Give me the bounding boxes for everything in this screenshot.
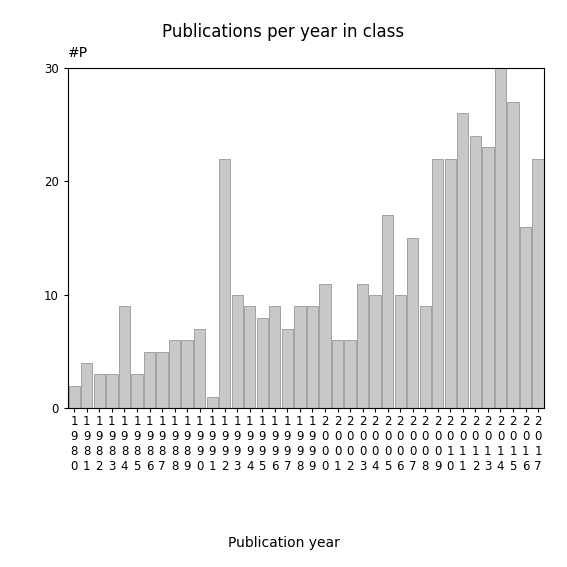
Bar: [319, 284, 331, 408]
Bar: [307, 306, 318, 408]
Bar: [257, 318, 268, 408]
Bar: [483, 147, 493, 408]
Bar: [106, 374, 117, 408]
Bar: [94, 374, 105, 408]
Bar: [282, 329, 293, 408]
Text: Publications per year in class: Publications per year in class: [162, 23, 405, 41]
Bar: [370, 295, 381, 408]
Bar: [144, 352, 155, 408]
Bar: [495, 68, 506, 408]
Bar: [219, 159, 230, 408]
Bar: [344, 340, 356, 408]
Bar: [469, 136, 481, 408]
Bar: [206, 397, 218, 408]
Text: #P: #P: [68, 45, 88, 60]
Bar: [231, 295, 243, 408]
Bar: [420, 306, 431, 408]
Bar: [407, 238, 418, 408]
Bar: [181, 340, 193, 408]
Bar: [294, 306, 306, 408]
Bar: [432, 159, 443, 408]
Bar: [119, 306, 130, 408]
Bar: [395, 295, 406, 408]
Bar: [357, 284, 368, 408]
Bar: [69, 386, 80, 408]
Bar: [532, 159, 544, 408]
Bar: [194, 329, 205, 408]
Bar: [457, 113, 468, 408]
Bar: [445, 159, 456, 408]
Bar: [81, 363, 92, 408]
Bar: [382, 215, 393, 408]
Bar: [520, 227, 531, 408]
Bar: [507, 102, 519, 408]
Bar: [132, 374, 143, 408]
Bar: [269, 306, 281, 408]
Text: Publication year: Publication year: [227, 536, 340, 550]
Bar: [169, 340, 180, 408]
Bar: [244, 306, 255, 408]
Bar: [156, 352, 168, 408]
Bar: [332, 340, 343, 408]
